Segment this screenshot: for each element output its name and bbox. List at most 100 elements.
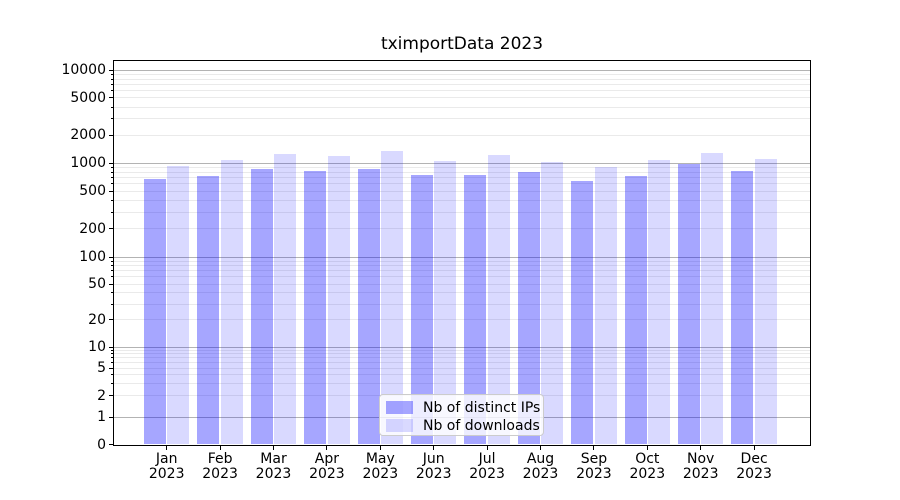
y-minor-tick xyxy=(111,177,113,179)
bar-distinct-ips xyxy=(624,175,647,445)
gridline-minor xyxy=(113,190,811,192)
x-tick xyxy=(219,445,221,450)
y-tick xyxy=(109,395,113,397)
gridline-minor xyxy=(113,362,811,364)
x-tick-label-line: Apr xyxy=(314,451,339,467)
gridline-minor xyxy=(113,83,811,85)
x-tick-label-line: 2023 xyxy=(148,466,185,482)
bar-downloads xyxy=(541,161,564,445)
x-tick-label-line: 2023 xyxy=(415,466,452,482)
bar-distinct-ips xyxy=(464,174,487,445)
x-tick xyxy=(379,445,381,450)
gridline-minor xyxy=(113,183,811,185)
bar-downloads xyxy=(381,151,403,445)
y-tick xyxy=(109,134,113,136)
bar-distinct-ips xyxy=(678,164,700,445)
gridline-major xyxy=(113,69,811,71)
x-tick-label-line: Oct xyxy=(635,451,660,467)
x-tick-label-line: 2023 xyxy=(629,466,666,482)
x-tick-label-line: Mar xyxy=(260,451,287,467)
x-tick-label: May 2023 xyxy=(340,452,420,482)
gridline-minor xyxy=(113,357,811,359)
gridline-minor xyxy=(113,118,811,120)
gridline-minor xyxy=(113,374,811,376)
x-tick-label: Sep 2023 xyxy=(554,452,634,482)
y-minor-tick xyxy=(111,106,113,108)
bar-downloads xyxy=(220,159,243,445)
gridline-minor xyxy=(113,171,811,173)
y-tick-label: 20 xyxy=(88,311,106,328)
bar-distinct-ips xyxy=(411,175,433,445)
y-minor-tick xyxy=(111,362,113,364)
y-minor-tick xyxy=(111,211,113,213)
y-tick-label: 500 xyxy=(79,183,106,200)
x-tick-label-line: 2023 xyxy=(682,466,719,482)
y-tick-label: 100 xyxy=(79,249,106,265)
bar-distinct-ips xyxy=(357,168,380,445)
chart-title: tximportData 2023 xyxy=(380,34,544,54)
gridline-minor xyxy=(113,211,811,213)
x-tick xyxy=(540,445,541,450)
gridline-minor xyxy=(113,303,811,305)
x-tick-label: Mar 2023 xyxy=(234,452,314,482)
gridline-minor xyxy=(113,367,811,369)
bar-distinct-ips xyxy=(250,169,273,445)
x-tick-label-line: Jan xyxy=(155,451,178,467)
x-tick xyxy=(700,445,702,450)
y-tick xyxy=(109,162,113,164)
y-minor-tick xyxy=(111,166,113,168)
y-minor-tick xyxy=(111,349,113,351)
y-minor-tick xyxy=(111,383,113,385)
y-minor-tick xyxy=(111,199,113,201)
y-minor-tick xyxy=(111,78,113,80)
bar-downloads xyxy=(754,158,777,445)
y-minor-tick xyxy=(111,276,113,278)
x-tick-label: Oct 2023 xyxy=(607,452,687,482)
y-minor-tick xyxy=(111,270,113,272)
x-tick-label-line: 2023 xyxy=(736,466,772,482)
x-tick-label: Feb 2023 xyxy=(180,452,260,482)
y-tick xyxy=(109,256,113,258)
bar-downloads xyxy=(434,160,457,445)
y-tick-label: 5000 xyxy=(70,89,106,106)
y-tick xyxy=(109,367,113,369)
gridline-minor xyxy=(113,260,811,262)
y-tick-label: 2 xyxy=(97,387,106,404)
y-tick xyxy=(109,228,113,230)
gridline-minor xyxy=(113,199,811,201)
legend-item-downloads: Nb of downloads xyxy=(386,417,540,434)
bar-distinct-ips xyxy=(304,170,327,445)
y-minor-tick xyxy=(111,183,113,185)
gridline-minor xyxy=(113,228,811,230)
y-minor-tick xyxy=(111,260,113,262)
y-minor-tick xyxy=(111,265,113,267)
x-tick xyxy=(326,445,328,450)
gridline-minor xyxy=(113,276,811,278)
y-tick-label: 200 xyxy=(79,220,106,237)
y-minor-tick xyxy=(111,374,113,376)
gridline-minor xyxy=(113,383,811,385)
y-tick-label: 2000 xyxy=(70,127,106,143)
x-tick-label-line: Nov xyxy=(687,451,715,467)
gridline-minor xyxy=(113,97,811,99)
x-tick-label: Dec 2023 xyxy=(714,452,794,482)
y-minor-tick xyxy=(111,83,113,85)
y-tick-label: 10000 xyxy=(61,62,106,78)
y-minor-tick xyxy=(111,303,113,305)
y-tick xyxy=(109,346,113,348)
x-tick-label: Aug 2023 xyxy=(501,452,581,482)
gridline-minor xyxy=(113,166,811,168)
y-minor-tick xyxy=(111,118,113,120)
y-tick xyxy=(109,69,113,71)
x-tick-label-line: 2023 xyxy=(576,466,612,482)
gridline-minor xyxy=(113,353,811,355)
x-tick-label-line: Feb xyxy=(207,451,233,467)
bar-distinct-ips xyxy=(571,180,594,445)
x-tick-label: Jan 2023 xyxy=(127,452,207,482)
y-minor-tick xyxy=(111,292,113,294)
bar-downloads xyxy=(487,154,510,445)
legend-item-distinct-ips: Nb of distinct IPs xyxy=(386,399,540,416)
y-minor-tick xyxy=(111,90,113,92)
bar-downloads xyxy=(701,152,724,445)
bar-downloads xyxy=(594,166,617,445)
